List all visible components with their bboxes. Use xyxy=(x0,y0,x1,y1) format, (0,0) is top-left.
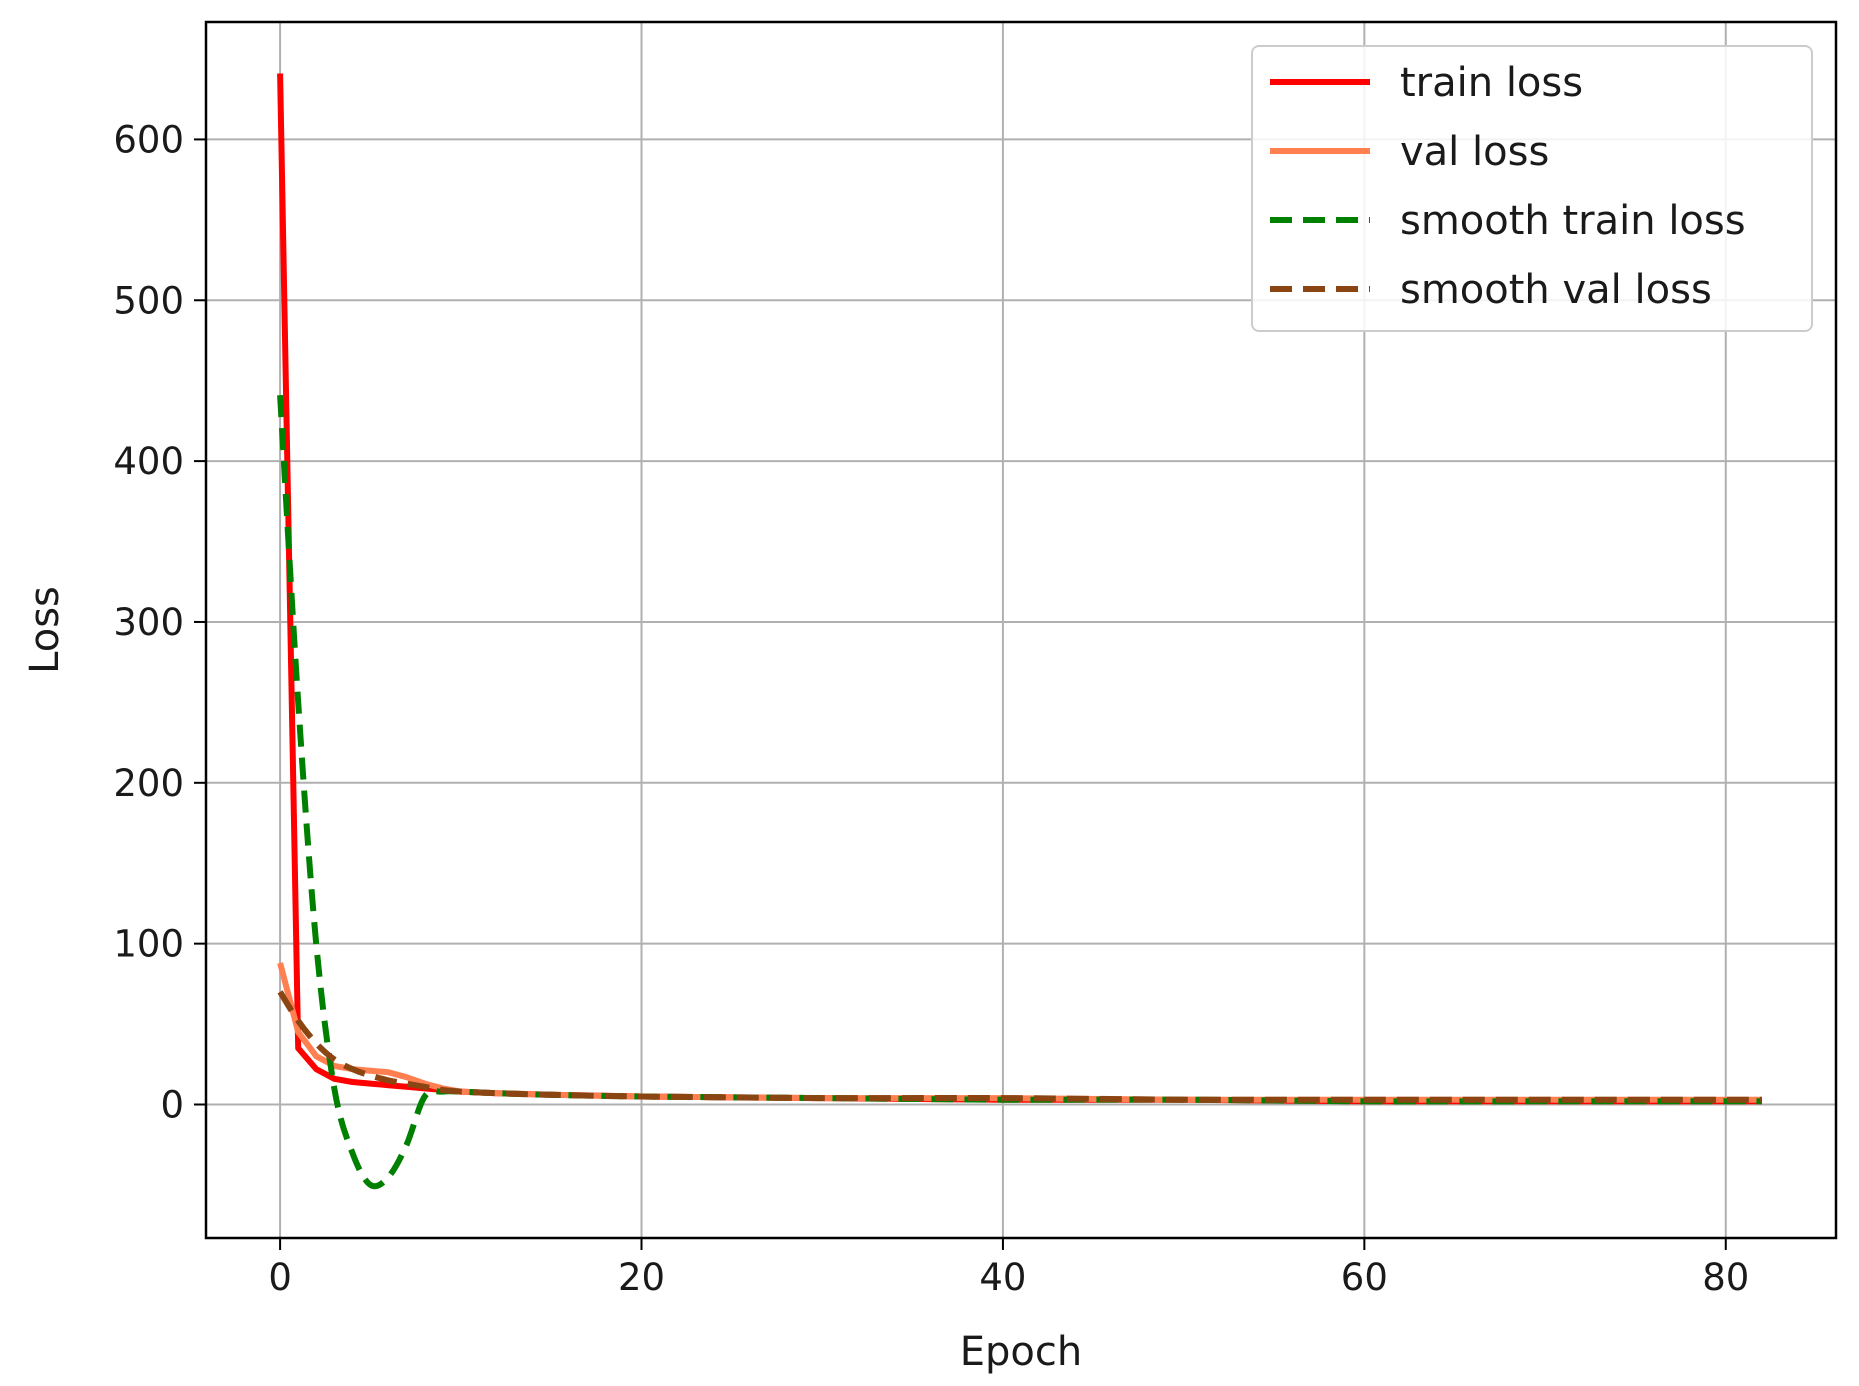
y-tick-label: 600 xyxy=(113,118,184,161)
x-tick-label: 20 xyxy=(618,1256,665,1299)
x-axis-label: Epoch xyxy=(960,1329,1082,1375)
legend-label: smooth train loss xyxy=(1400,198,1746,244)
legend-label: train loss xyxy=(1400,60,1583,106)
series-line-3 xyxy=(277,990,1762,1103)
y-tick-label: 300 xyxy=(113,601,184,644)
legend-box xyxy=(1251,45,1813,332)
y-tick-label: 500 xyxy=(113,279,184,322)
x-tick-label: 80 xyxy=(1702,1256,1749,1299)
x-tick-label: 0 xyxy=(268,1256,292,1299)
y-tick-label: 100 xyxy=(113,923,184,966)
x-tick-label: 40 xyxy=(979,1256,1026,1299)
y-tick-label: 200 xyxy=(113,762,184,805)
plot-area xyxy=(277,73,1762,1190)
legend-label: val loss xyxy=(1400,129,1549,175)
x-tick-label: 60 xyxy=(1341,1256,1388,1299)
axes-frame xyxy=(204,20,1838,1240)
y-tick-label: 400 xyxy=(113,440,184,483)
legend-label: smooth val loss xyxy=(1400,267,1712,313)
y-tick-label: 0 xyxy=(160,1083,184,1126)
legend: train loss val loss smooth train loss smoot… xyxy=(1251,45,1813,332)
axis-ticks: 0 20 40 60 80 0 100 200 300 400 500 600 xyxy=(113,118,1749,1299)
y-axis-label: Loss xyxy=(22,586,68,674)
